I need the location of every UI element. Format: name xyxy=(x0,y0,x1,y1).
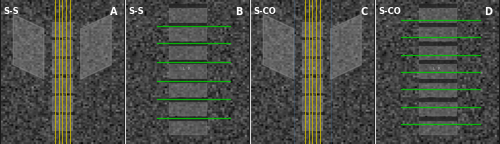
Polygon shape xyxy=(419,60,456,63)
Text: B: B xyxy=(235,7,242,17)
Polygon shape xyxy=(419,120,456,134)
Text: S-CO: S-CO xyxy=(254,7,276,16)
Polygon shape xyxy=(419,117,456,120)
Polygon shape xyxy=(330,14,361,79)
Polygon shape xyxy=(302,22,322,36)
Polygon shape xyxy=(52,96,72,111)
Polygon shape xyxy=(419,4,456,7)
Polygon shape xyxy=(169,120,205,134)
Polygon shape xyxy=(169,23,205,26)
Polygon shape xyxy=(419,101,456,115)
Polygon shape xyxy=(169,101,205,115)
Polygon shape xyxy=(169,26,205,40)
Polygon shape xyxy=(169,98,205,101)
Polygon shape xyxy=(419,98,456,101)
Text: S-CO: S-CO xyxy=(378,7,401,16)
Text: C: C xyxy=(360,7,368,17)
Polygon shape xyxy=(263,14,294,79)
Text: S-S: S-S xyxy=(128,7,144,16)
Polygon shape xyxy=(419,23,456,26)
Polygon shape xyxy=(169,42,205,45)
Polygon shape xyxy=(169,82,205,96)
Polygon shape xyxy=(302,96,322,111)
Polygon shape xyxy=(52,40,72,55)
Polygon shape xyxy=(169,4,205,7)
Polygon shape xyxy=(169,117,205,120)
Polygon shape xyxy=(80,14,112,79)
Polygon shape xyxy=(302,40,322,55)
Polygon shape xyxy=(52,22,72,36)
Polygon shape xyxy=(169,60,205,63)
Polygon shape xyxy=(13,14,44,79)
Polygon shape xyxy=(302,115,322,130)
Polygon shape xyxy=(169,7,205,22)
Polygon shape xyxy=(419,82,456,96)
Polygon shape xyxy=(419,79,456,82)
Text: D: D xyxy=(484,7,492,17)
Text: L  R: L R xyxy=(184,67,191,71)
Polygon shape xyxy=(419,45,456,59)
Polygon shape xyxy=(419,42,456,45)
Polygon shape xyxy=(302,59,322,73)
Text: S-S: S-S xyxy=(4,7,19,16)
Polygon shape xyxy=(52,78,72,92)
Polygon shape xyxy=(169,79,205,82)
Polygon shape xyxy=(169,45,205,59)
Text: L  R: L R xyxy=(434,67,441,71)
Polygon shape xyxy=(419,26,456,40)
Text: A: A xyxy=(110,7,118,17)
Polygon shape xyxy=(419,7,456,22)
Polygon shape xyxy=(302,78,322,92)
Polygon shape xyxy=(419,63,456,78)
Text: L  R: L R xyxy=(308,67,316,71)
Polygon shape xyxy=(52,115,72,130)
Polygon shape xyxy=(169,63,205,78)
Polygon shape xyxy=(52,59,72,73)
